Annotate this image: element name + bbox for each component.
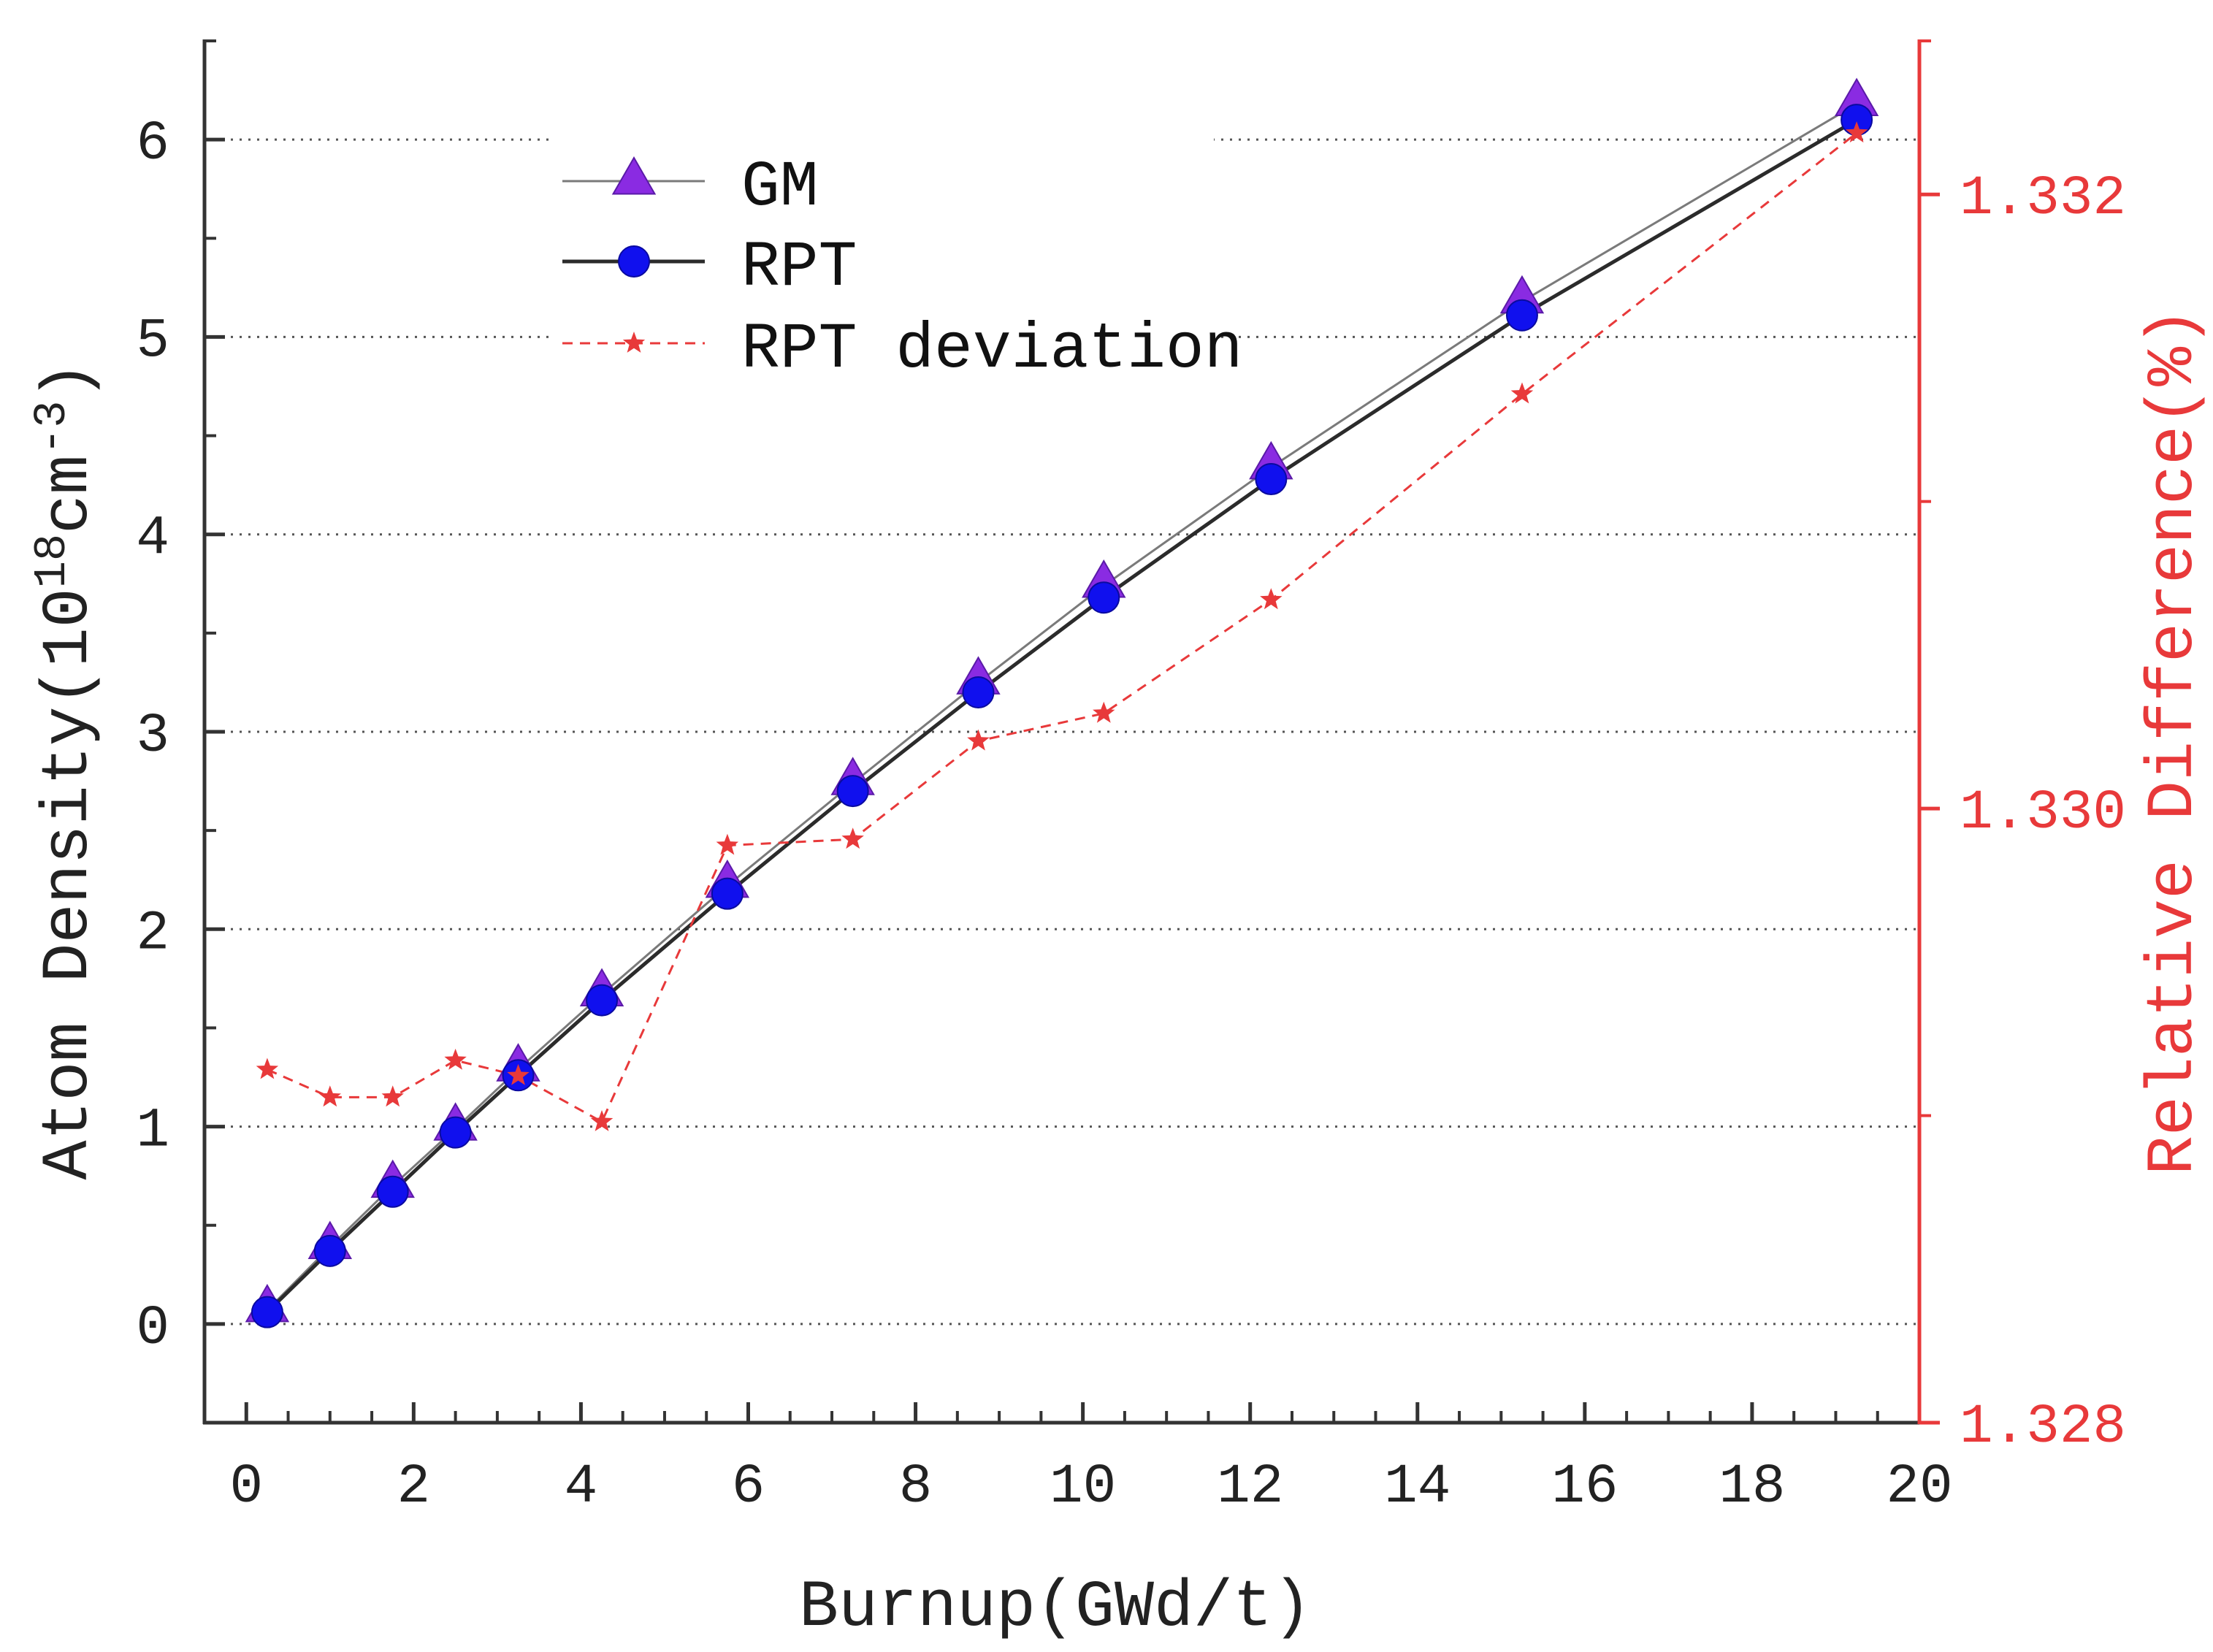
rpt-deviation-point [444,1048,467,1070]
legend-rpt-deviation-label: RPT deviation [741,314,1243,386]
legend-gm-marker [611,156,657,195]
y2-tick-label-1.330: 1.330 [1960,781,2126,844]
axis-labels: Burnup(GWd/t) Atom Density(1018cm-3) Rel… [26,307,2212,1645]
x-tick-label-10: 10 [1050,1456,1116,1518]
rpt-point [439,1116,472,1149]
legend-rpt-deviation-marker [622,332,646,353]
y-axis-title-text: Atom Density(10 [32,588,107,1179]
rpt-point [836,775,869,808]
y2-tick-label-1.328: 1.328 [1960,1396,2126,1458]
x-tick-label-14: 14 [1384,1456,1451,1518]
legend: GM RPT RPT deviation [549,124,1243,391]
y-axis-title: Atom Density(1018cm-3) [26,361,107,1179]
rpt-point [711,877,744,910]
x-axis-title: Burnup(GWd/t) [799,1571,1312,1645]
rpt-point [1255,463,1288,496]
legend-background [549,124,1214,391]
y-axis-title-exponent-18: 18 [26,534,78,588]
legend-gm-label: GM [741,152,819,224]
x-tick-label-6: 6 [732,1456,765,1518]
y-tick-label-0: 0 [136,1297,169,1360]
rpt-point [376,1175,409,1208]
y-axis-title-close: ) [32,361,107,400]
rpt-deviation-point [318,1085,341,1107]
plot-area [245,77,1879,1328]
rpt-deviation-point [381,1085,404,1107]
rpt-point [251,1296,283,1328]
rpt-point [962,676,995,708]
y-tick-label-5: 5 [136,310,169,372]
x-tick-label-0: 0 [229,1456,263,1518]
x-tick-label-20: 20 [1886,1456,1952,1518]
rpt-point [313,1234,346,1267]
rpt-point [586,984,619,1017]
x-tick-label-18: 18 [1719,1456,1785,1518]
rpt-point [1505,299,1538,332]
x-tick-label-4: 4 [565,1456,598,1518]
rpt-deviation-point [1093,701,1115,723]
gridlines [205,138,1919,1326]
rpt-deviation-point [716,833,739,855]
rpt-deviation-point [590,1110,614,1131]
rpt-point [1088,581,1120,614]
y2-tick-label-1.332: 1.332 [1960,167,2126,230]
x-tick-label-12: 12 [1217,1456,1283,1518]
rpt-deviation-point [841,827,864,849]
y-tick-label-1: 1 [136,1100,169,1163]
y-tick-label-4: 4 [136,508,169,570]
rpt-deviation-point [967,729,990,751]
rpt-deviation-point [1510,382,1534,404]
y-tick-label-2: 2 [136,902,169,965]
legend-rpt-label: RPT [741,232,857,305]
y-tick-label-3: 3 [136,705,169,768]
x-tick-label-2: 2 [397,1456,431,1518]
legend-rpt-marker [618,245,650,278]
y-axis-title-unit: cm [32,455,107,534]
rpt-deviation-point [507,1063,530,1085]
rpt-deviation-point [1845,121,1868,143]
rpt-deviation-point [1260,588,1283,610]
y2-axis-title: Relative Difference(%) [2137,307,2212,1175]
x-tick-label-16: 16 [1551,1456,1618,1518]
x-tick-label-8: 8 [899,1456,933,1518]
y-axis-title-exponent-minus3: -3 [26,401,78,455]
y-tick-label-6: 6 [136,112,169,175]
rpt-deviation-point [256,1058,279,1079]
